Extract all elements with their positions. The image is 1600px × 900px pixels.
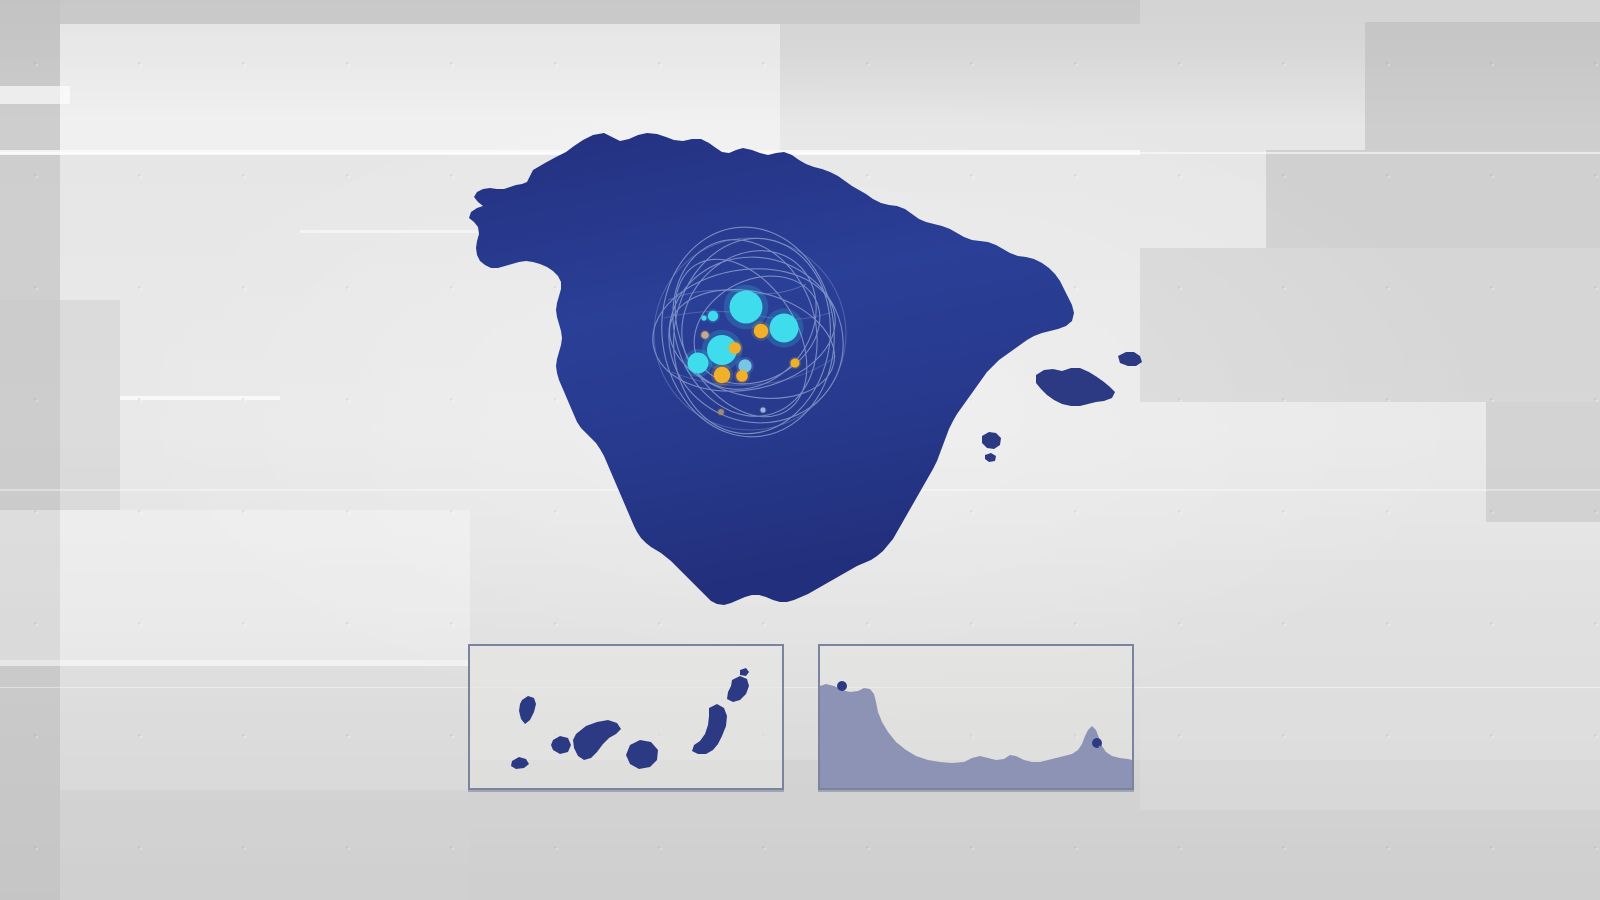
inset-north-africa[interactable]: [818, 644, 1134, 790]
island-menorca: [1118, 352, 1142, 366]
data-marker-c4[interactable]: [687, 352, 709, 374]
data-marker-c7[interactable]: [738, 359, 752, 373]
city-marker-melilla: [1092, 738, 1102, 748]
data-marker-a1[interactable]: [753, 323, 769, 339]
north-africa-landmass: [820, 684, 1132, 788]
inset-canary-islands[interactable]: [468, 644, 784, 790]
island-el-hierro: [511, 757, 529, 769]
data-marker-a6[interactable]: [701, 331, 709, 339]
island-formentera: [985, 453, 996, 462]
island-la-gomera: [551, 736, 571, 754]
island-ibiza: [982, 432, 1001, 449]
data-marker-c3[interactable]: [707, 335, 737, 365]
data-marker-c5[interactable]: [707, 310, 719, 322]
island-fuerteventura: [692, 704, 727, 754]
canary-islands-svg: [511, 668, 749, 769]
data-marker-a7[interactable]: [718, 409, 724, 415]
island-la-palma: [519, 696, 536, 724]
data-marker-c8[interactable]: [760, 407, 766, 413]
data-marker-c2[interactable]: [769, 313, 799, 343]
data-marker-a5[interactable]: [790, 358, 800, 368]
island-gran-canaria: [626, 740, 658, 769]
island-la-graciosa: [740, 668, 749, 676]
peninsula-shape: [469, 133, 1074, 605]
data-marker-c6[interactable]: [701, 315, 707, 321]
island-mallorca: [1036, 368, 1115, 406]
north-africa-svg: [820, 681, 1132, 788]
data-marker-a4[interactable]: [736, 370, 748, 382]
data-marker-c1[interactable]: [729, 290, 763, 324]
canary-island-shapes: [511, 668, 749, 769]
city-marker-ceuta: [837, 681, 847, 691]
island-tenerife: [573, 720, 621, 760]
island-lanzarote: [727, 676, 749, 702]
data-marker-group: [683, 284, 804, 417]
data-marker-a2[interactable]: [729, 342, 741, 354]
melilla-connector-line: [1098, 745, 1117, 769]
data-marker-a3[interactable]: [713, 366, 731, 384]
